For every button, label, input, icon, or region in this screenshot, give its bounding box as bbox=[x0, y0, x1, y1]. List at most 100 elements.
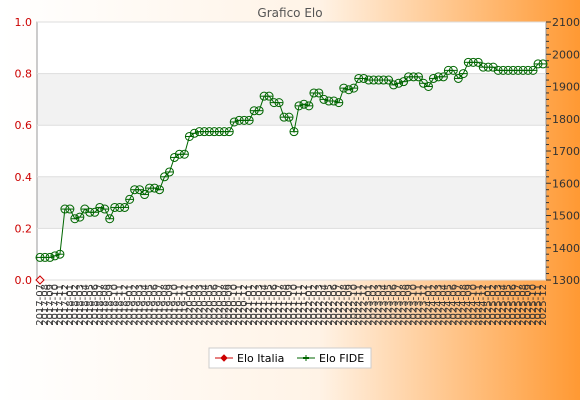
x-tick-label: 2023-09 bbox=[404, 284, 415, 326]
plot-band bbox=[37, 176, 546, 229]
x-tick-label: 2023-04 bbox=[379, 284, 390, 326]
x-tick-label: 2019-06 bbox=[150, 284, 161, 326]
x-tick-label: 2018-01 bbox=[65, 284, 76, 326]
right-tick-label: 1500 bbox=[552, 210, 580, 223]
x-tick-label: 2020-05 bbox=[204, 284, 215, 326]
plot-band bbox=[37, 22, 546, 74]
x-tick-label: 2021-10 bbox=[289, 284, 300, 326]
x-tick-label: 2022-11 bbox=[354, 284, 365, 326]
x-tick-label: 2021-07 bbox=[274, 284, 285, 326]
x-tick-label: 2017-11 bbox=[55, 284, 66, 326]
x-tick-label: 2024-04 bbox=[438, 284, 449, 326]
x-tick-label: 2018-04 bbox=[80, 284, 91, 326]
legend-box bbox=[208, 347, 372, 369]
x-tick-label: 2021-08 bbox=[279, 284, 290, 326]
x-tick-label: 2019-09 bbox=[164, 284, 175, 326]
right-tick-label: 1700 bbox=[552, 145, 580, 158]
right-tick-label: 1800 bbox=[552, 113, 580, 126]
left-tick-label: 0.0 bbox=[15, 274, 33, 287]
x-tick-label: 2022-12 bbox=[359, 284, 370, 326]
right-tick-label: 2100 bbox=[552, 16, 580, 29]
x-tick-label: 2022-06 bbox=[329, 284, 340, 326]
x-tick-label: 2023-07 bbox=[394, 284, 405, 326]
x-tick-label: 2021-03 bbox=[254, 284, 265, 326]
x-tick-label: 2025-02 bbox=[488, 284, 499, 326]
x-tick-label: 2018-09 bbox=[105, 284, 116, 326]
x-tick-label: 2025-04 bbox=[498, 284, 509, 326]
x-tick-label: 2023-05 bbox=[384, 284, 395, 326]
x-tick-label: 2024-12 bbox=[478, 284, 489, 326]
x-tick-label: 2024-02 bbox=[428, 284, 439, 326]
x-tick-label: 2018-07 bbox=[95, 284, 106, 326]
x-tick-label: 2024-07 bbox=[453, 284, 464, 326]
x-tick-label: 2023-01 bbox=[364, 284, 375, 326]
x-tick-label: 2022-09 bbox=[344, 284, 355, 326]
x-tick-label: 2018-05 bbox=[85, 284, 96, 326]
x-tick-label: 2024-01 bbox=[423, 284, 434, 326]
x-tick-label: 2020-07 bbox=[214, 284, 225, 326]
x-tick-label: 2021-11 bbox=[294, 284, 305, 326]
x-tick-label: 2023-08 bbox=[399, 284, 410, 326]
x-tick-label: 2022-10 bbox=[349, 284, 360, 326]
right-axis: 1300 1400 1500 1600 1700 1800 1900 2000 2100 bbox=[546, 16, 580, 287]
x-tick-label: 2020-04 bbox=[199, 284, 210, 326]
x-tick-label: 2019-04 bbox=[140, 284, 151, 326]
x-tick-label: 2020-01 bbox=[184, 284, 195, 326]
x-tick-label: 2023-02 bbox=[369, 284, 380, 326]
x-tick-label: 2025-06 bbox=[508, 284, 519, 326]
x-tick-label: 2024-08 bbox=[458, 284, 469, 326]
plot-bands bbox=[36, 21, 547, 281]
data-point bbox=[35, 275, 45, 285]
x-tick-label: 2019-12 bbox=[179, 284, 190, 326]
right-tick-label: 1600 bbox=[552, 177, 580, 190]
legend-marker bbox=[220, 354, 228, 362]
left-tick-label: 0.2 bbox=[15, 222, 33, 235]
x-tick-label: 2019-01 bbox=[125, 284, 136, 326]
x-tick-label: 2023-12 bbox=[418, 284, 429, 326]
x-tick-label: 2018-06 bbox=[90, 284, 101, 326]
x-tick-label: 2021-01 bbox=[244, 284, 255, 326]
x-tick-label: 2017-08 bbox=[40, 284, 51, 326]
x-tick-label: 2025-05 bbox=[503, 284, 514, 326]
left-tick-label: 0.8 bbox=[15, 68, 33, 81]
right-tick-label: 1900 bbox=[552, 81, 580, 94]
left-tick-label: 1.0 bbox=[15, 16, 33, 29]
legend: Elo Italia Elo FIDE bbox=[208, 347, 372, 369]
x-tick-label: 2022-02 bbox=[309, 284, 320, 326]
x-tick-label: 2024-10 bbox=[468, 284, 479, 326]
x-tick-label: 2018-10 bbox=[110, 284, 121, 326]
x-tick-label: 2017-12 bbox=[60, 284, 71, 326]
chart-title: Grafico Elo bbox=[257, 6, 322, 20]
x-tick-label: 2018-08 bbox=[100, 284, 111, 326]
x-tick-label: 2025-12 bbox=[538, 284, 549, 326]
x-tick-label: 2018-11 bbox=[115, 284, 126, 326]
x-tick-label: 2021-04 bbox=[259, 284, 270, 326]
x-axis: 2017-072017-082017-092017-102017-112017-… bbox=[35, 284, 549, 326]
x-tick-label: 2019-07 bbox=[155, 284, 166, 326]
x-tick-label: 2025-11 bbox=[533, 284, 544, 326]
x-tick-label: 2020-08 bbox=[219, 284, 230, 326]
x-tick-label: 2025-10 bbox=[528, 284, 539, 326]
left-axis: 0.0 0.2 0.4 0.6 0.8 1.0 bbox=[15, 16, 33, 287]
x-tick-label: 2019-02 bbox=[130, 284, 141, 326]
x-tick-label: 2021-06 bbox=[269, 284, 280, 326]
legend-label: Elo FIDE bbox=[319, 352, 364, 365]
left-tick-label: 0.6 bbox=[15, 119, 33, 132]
x-tick-label: 2025-07 bbox=[513, 284, 524, 326]
x-tick-label: 2020-09 bbox=[224, 284, 235, 326]
x-tick-label: 2022-03 bbox=[314, 284, 325, 326]
right-tick-label: 2000 bbox=[552, 48, 580, 61]
right-tick-label: 1400 bbox=[552, 242, 580, 255]
x-tick-label: 2022-04 bbox=[319, 284, 330, 326]
x-tick-label: 2017-10 bbox=[50, 284, 61, 326]
x-tick-label: 2020-12 bbox=[239, 284, 250, 326]
x-tick-label: 2023-11 bbox=[413, 284, 424, 326]
x-tick-label: 2021-05 bbox=[264, 284, 275, 326]
x-tick-label: 2022-07 bbox=[334, 284, 345, 326]
x-tick-label: 2019-03 bbox=[135, 284, 146, 326]
x-tick-label: 2019-05 bbox=[145, 284, 156, 326]
x-tick-label: 2019-10 bbox=[169, 284, 180, 326]
x-tick-label: 2024-06 bbox=[448, 284, 459, 326]
